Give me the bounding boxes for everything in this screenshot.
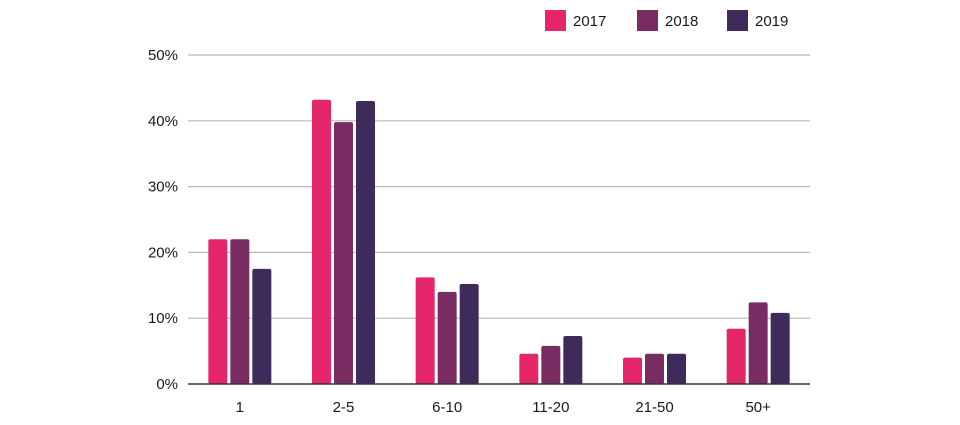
bar-2017-11-20 bbox=[519, 353, 539, 384]
x-tick-label: 21-50 bbox=[635, 399, 673, 416]
bar-2019-1 bbox=[252, 268, 272, 384]
y-tick-label: 50% bbox=[148, 47, 178, 64]
bar-2019-6-10 bbox=[459, 283, 479, 384]
bar-2017-1 bbox=[208, 239, 228, 384]
bar-2018-1 bbox=[230, 239, 250, 384]
legend-swatch-2017 bbox=[545, 10, 566, 31]
y-tick-label: 0% bbox=[156, 376, 178, 393]
legend-swatch-2019 bbox=[727, 10, 748, 31]
bar-2018-50+ bbox=[748, 302, 768, 384]
x-tick-label: 50+ bbox=[745, 399, 771, 416]
axis-layer: 0% 10% 20% 30% 40% 50% 1 2-5 6-10 11-20 21-50 50+ bbox=[148, 47, 810, 416]
x-tick-label: 1 bbox=[236, 399, 244, 416]
grid-layer bbox=[188, 54, 810, 319]
bar-2019-11-20 bbox=[563, 335, 583, 384]
bar-2018-6-10 bbox=[437, 291, 457, 384]
legend-label: 2019 bbox=[755, 13, 788, 30]
legend-label: 2017 bbox=[573, 13, 606, 30]
bar-2017-50+ bbox=[726, 328, 746, 384]
bar-2018-2-5 bbox=[334, 122, 353, 384]
x-tick-label: 11-20 bbox=[532, 399, 569, 416]
y-tick-label: 40% bbox=[148, 113, 178, 130]
legend-swatch-2018 bbox=[637, 10, 658, 31]
bar-2019-21-50 bbox=[667, 353, 686, 384]
y-tick-label: 20% bbox=[148, 244, 178, 261]
bar-2018-21-50 bbox=[645, 353, 664, 384]
bar-2019-50+ bbox=[770, 312, 790, 384]
y-tick-label: 30% bbox=[148, 179, 178, 196]
bar-2017-21-50 bbox=[623, 357, 642, 384]
x-tick-label: 6-10 bbox=[432, 399, 462, 416]
bar-layer bbox=[208, 99, 790, 384]
bar-2018-11-20 bbox=[541, 345, 561, 384]
legend-label: 2018 bbox=[665, 13, 698, 30]
bar-2017-2-5 bbox=[312, 99, 331, 384]
bar-2017-6-10 bbox=[415, 277, 435, 384]
x-tick-label: 2-5 bbox=[333, 399, 355, 416]
y-tick-label: 10% bbox=[148, 310, 178, 327]
legend: 2017 2018 2019 bbox=[545, 10, 788, 31]
bar-2019-2-5 bbox=[356, 101, 375, 384]
